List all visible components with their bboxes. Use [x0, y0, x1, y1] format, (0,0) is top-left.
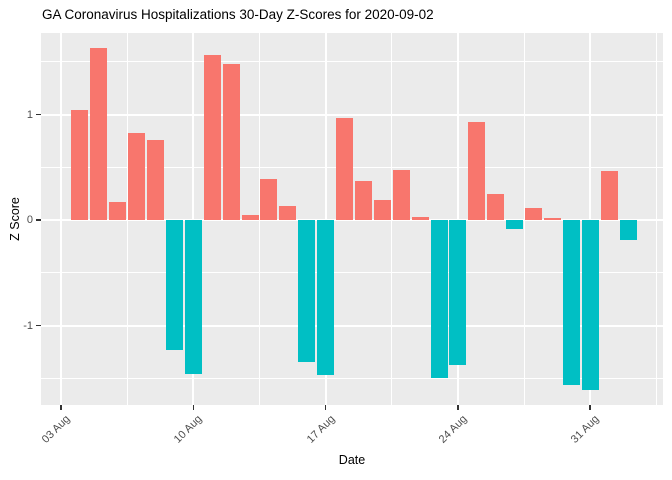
bar — [411, 216, 429, 220]
gridline-horizontal-minor — [41, 272, 663, 274]
y-tick-mark — [36, 219, 41, 221]
y-tick-label: -1 — [23, 319, 33, 332]
gridline-horizontal-major — [41, 113, 663, 116]
chart-title: GA Coronavirus Hospitalizations 30-Day Z… — [42, 7, 434, 22]
bar — [184, 220, 202, 375]
x-tick-label: 03 Aug — [39, 413, 73, 446]
x-tick-mark — [457, 405, 459, 410]
bar — [241, 214, 259, 220]
bar — [279, 206, 297, 220]
bar — [147, 139, 164, 220]
y-tick-label: 1 — [26, 108, 33, 121]
bar — [71, 110, 89, 220]
bar — [298, 220, 316, 363]
bar — [600, 171, 618, 220]
bar — [468, 121, 486, 220]
bar — [506, 220, 524, 230]
y-tick-label: 0 — [26, 214, 33, 226]
bar — [90, 48, 108, 220]
y-tick-mark — [36, 113, 41, 116]
bar — [222, 63, 240, 220]
bar — [203, 55, 221, 220]
bar — [619, 220, 637, 241]
bar — [128, 133, 146, 220]
bar — [260, 178, 278, 220]
bar — [562, 220, 580, 385]
x-axis-title: Date — [338, 453, 366, 467]
x-tick-label: 10 Aug — [172, 413, 205, 446]
bar — [581, 220, 599, 390]
x-tick-mark — [192, 405, 195, 410]
bar — [336, 117, 353, 220]
bar — [373, 199, 391, 220]
bar — [392, 170, 410, 220]
x-tick-label: 17 Aug — [304, 413, 338, 446]
bar — [525, 208, 542, 220]
bar — [165, 220, 183, 350]
bar — [109, 202, 127, 220]
plot-panel — [41, 33, 663, 405]
gridline-horizontal-major — [41, 324, 663, 327]
bar — [430, 220, 448, 379]
x-tick-label: 31 Aug — [568, 413, 602, 446]
gridline-horizontal-minor — [41, 61, 663, 63]
y-tick-mark — [36, 324, 41, 327]
bar — [487, 193, 505, 220]
x-tick-mark — [60, 405, 62, 410]
bar — [317, 220, 335, 376]
x-tick-mark — [324, 405, 327, 410]
bar — [543, 217, 561, 220]
bar — [449, 220, 467, 365]
gridline-horizontal-minor — [41, 377, 663, 379]
bar — [354, 180, 372, 220]
gridline-horizontal-major — [41, 219, 663, 221]
x-tick-label: 24 Aug — [436, 413, 470, 446]
x-tick-mark — [589, 405, 591, 410]
